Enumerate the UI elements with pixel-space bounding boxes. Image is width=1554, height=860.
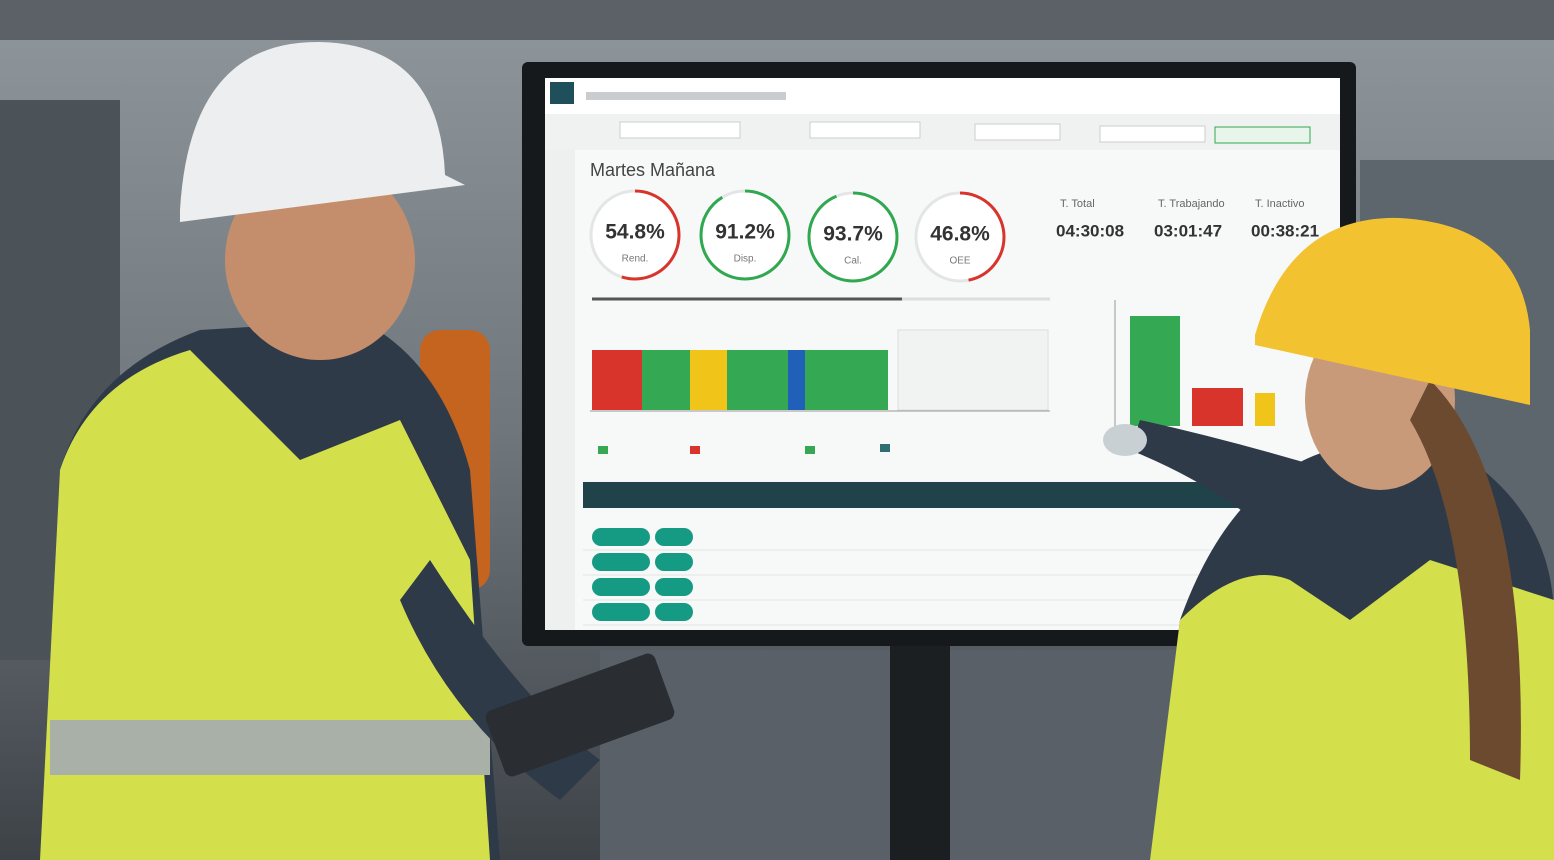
empty-area (897, 329, 1049, 411)
time-label: T. Total (1060, 198, 1095, 210)
gauge-value: 54.8% (605, 221, 665, 244)
breadcrumb (586, 92, 786, 100)
reflective-strip (50, 720, 490, 775)
white-helmet (180, 41, 465, 222)
glove (1103, 424, 1147, 456)
status-pill (655, 578, 693, 596)
monitor-stand (890, 630, 950, 860)
sidebar (545, 150, 575, 630)
filter[interactable] (974, 123, 1061, 141)
legend-swatch (690, 446, 700, 454)
bar (1255, 393, 1275, 426)
legend-swatch (880, 444, 890, 452)
logo (550, 82, 574, 104)
state-segment (805, 350, 888, 410)
time-label: T. Trabajando (1158, 198, 1225, 210)
time-label: T. Inactivo (1255, 198, 1305, 210)
table-rows (583, 528, 1253, 626)
gauge-label: Disp. (734, 254, 757, 265)
gauge-value: 93.7% (823, 223, 883, 246)
gauge-value: 46.8% (930, 223, 990, 246)
status-pill (592, 553, 650, 571)
filter[interactable] (619, 121, 741, 139)
time-value: 03:01:47 (1154, 221, 1222, 240)
bar (1192, 388, 1243, 426)
status-pill (655, 603, 693, 621)
state-segment (788, 350, 805, 410)
gauge-arc (589, 189, 681, 281)
button[interactable] (1214, 126, 1311, 144)
worker-arm (1130, 420, 1330, 560)
state-segment (642, 350, 690, 410)
status-pill (592, 603, 650, 621)
hi-vis-vest (1150, 560, 1554, 860)
legend-swatch (598, 446, 608, 454)
gauge-arc (699, 189, 791, 281)
gauge-label: Rend. (622, 254, 649, 265)
ceiling (0, 0, 1554, 40)
gauge-arc (807, 191, 899, 283)
status-pill (592, 578, 650, 596)
gauge-label: OEE (949, 256, 970, 267)
status-pill (655, 553, 693, 571)
status-pill (592, 528, 650, 546)
dashboard-title: Martes Mañana (590, 160, 716, 180)
state-segment (727, 350, 788, 410)
yellow-helmet (1255, 217, 1530, 405)
filter[interactable] (1099, 125, 1206, 143)
gauge-label: Cal. (844, 256, 862, 267)
status-pill (655, 528, 693, 546)
gauge-arc (914, 191, 1006, 283)
bar (1130, 316, 1180, 426)
gauge-value: 91.2% (715, 221, 775, 244)
state-segment (592, 350, 642, 410)
table-header (583, 482, 1253, 508)
state-segment (690, 350, 727, 410)
worker-head (225, 160, 415, 360)
legend-swatch (805, 446, 815, 454)
filter[interactable] (809, 121, 921, 139)
ponytail (1410, 380, 1521, 780)
time-value: 04:30:08 (1056, 221, 1124, 240)
tablet[interactable] (483, 651, 676, 778)
time-value: 00:38:21 (1251, 221, 1319, 240)
